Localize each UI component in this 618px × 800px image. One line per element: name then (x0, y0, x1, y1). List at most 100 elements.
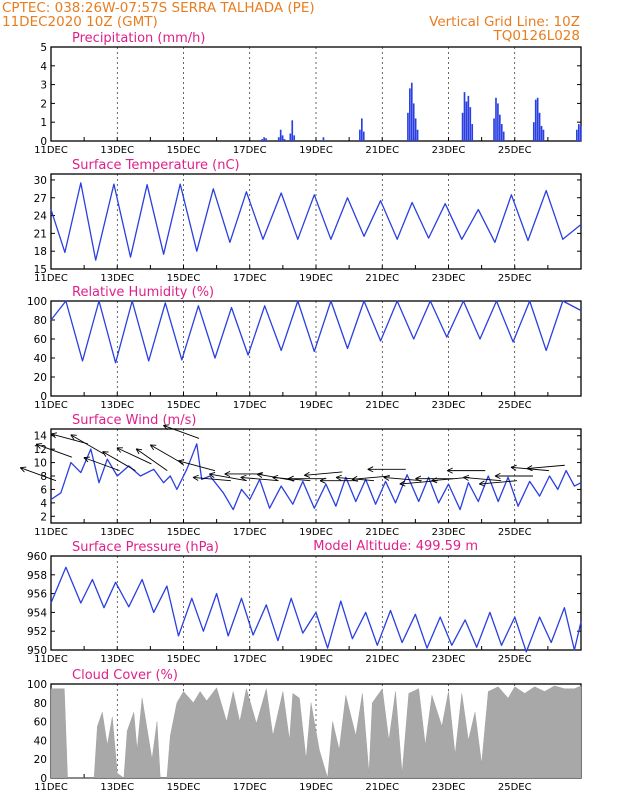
wind-arrow (463, 476, 502, 482)
precip-bar (463, 92, 466, 141)
cloud-area (50, 685, 582, 779)
wind-arrow-head (272, 474, 279, 481)
precip-bar (410, 82, 413, 141)
rh-xtick-label: 19DEC (299, 400, 333, 411)
cloud-xtick-label: 13DEC (100, 782, 134, 793)
wind-ytick-label: 2 (40, 511, 47, 523)
wind-arrow-head (177, 459, 185, 466)
precip-bar (277, 137, 280, 141)
precip-ytick-label: 0 (40, 136, 47, 148)
cloud-title: Cloud Cover (%) (72, 668, 178, 683)
wind-arrow-head (288, 475, 294, 482)
pressure-xtick-label: 25DEC (498, 654, 532, 665)
wind-arrow-head (19, 466, 27, 473)
wind-arrow-head (70, 434, 77, 441)
precip-xtick-label: 21DEC (365, 145, 399, 156)
precip-bar (495, 97, 497, 141)
precip-xtick-label: 23DEC (432, 145, 466, 156)
wind-arrow-head (399, 480, 406, 487)
precip-bar (532, 122, 535, 141)
precip-ytick-label: 5 (40, 42, 47, 54)
precip-bar (536, 97, 539, 141)
wind-arrow-head (192, 474, 199, 481)
wind-arrow (102, 451, 136, 472)
precip-bar (283, 139, 286, 141)
wind-arrow (399, 480, 438, 485)
wind-arrow (240, 476, 279, 482)
precip-bar (360, 118, 363, 141)
pressure-xtick-label: 13DEC (100, 654, 134, 665)
temp-xtick-label: 19DEC (299, 273, 333, 284)
wind-xtick-label: 19DEC (299, 527, 333, 538)
wind-arrow-head (135, 448, 143, 455)
wind-arrow-head (367, 466, 374, 473)
wind-arrow-head (526, 465, 533, 472)
precip-bar (291, 120, 294, 141)
wind-xtick-label: 11DEC (34, 527, 68, 538)
rh-ytick-label: 60 (34, 334, 47, 346)
cloud-xtick-label: 17DEC (233, 782, 267, 793)
rh-ytick-label: 20 (34, 372, 47, 384)
precip-bar (540, 125, 543, 141)
precip-bar (416, 129, 419, 141)
pressure-xtick-label: 11DEC (34, 654, 68, 665)
wind-arrow (192, 476, 231, 482)
pressure-series-line (50, 566, 582, 653)
wind-arrow-head (209, 472, 216, 478)
wind-title: Surface Wind (m/s) (72, 413, 196, 428)
temp-ytick-label: 24 (34, 211, 48, 223)
temp-xtick-label: 23DEC (432, 273, 466, 284)
temp-ytick-label: 18 (34, 246, 47, 258)
precip-bar (265, 138, 267, 141)
precip-bar (409, 88, 411, 141)
pressure-ytick-label: 958 (27, 570, 47, 582)
wind-xtick-label: 23DEC (432, 527, 466, 538)
wind-xtick-label: 21DEC (365, 527, 399, 538)
wind-arrow-head (478, 480, 485, 487)
temp-ytick-label: 30 (34, 175, 47, 187)
wind-ytick-label: 10 (34, 458, 47, 470)
rh-xtick-label: 11DEC (34, 400, 68, 411)
pressure-ytick-label: 960 (27, 551, 47, 563)
cloud-xtick-label: 11DEC (34, 782, 68, 793)
wind-arrow-head (463, 474, 470, 481)
pressure-xtick-label: 23DEC (432, 654, 466, 665)
wind-xtick-label: 17DEC (233, 527, 267, 538)
wind-arrow-head (256, 472, 263, 478)
temp-ytick-label: 27 (34, 193, 47, 205)
cloud-ytick-label: 20 (34, 754, 47, 766)
wind-arrow-head (494, 472, 501, 480)
pressure-xtick-label: 21DEC (365, 654, 399, 665)
rh-xtick-label: 21DEC (365, 400, 399, 411)
precip-bar (576, 129, 578, 141)
wind-arrow-head (415, 475, 422, 482)
wind-arrow (135, 448, 168, 471)
pressure-ytick-label: 950 (27, 645, 47, 657)
wind-arrow-head (510, 464, 517, 471)
cloud-xtick-label: 25DEC (498, 782, 532, 793)
rh-ytick-label: 40 (34, 353, 47, 365)
precip-bar (412, 103, 415, 141)
wind-xtick-label: 15DEC (167, 527, 201, 538)
precip-bar (469, 107, 472, 141)
rh-xtick-label: 15DEC (167, 400, 201, 411)
wind-ytick-label: 14 (34, 431, 48, 443)
precip-ytick-label: 4 (40, 61, 47, 73)
wind-arrow-head (335, 474, 342, 481)
header-station: CPTEC: 038:26W-07:57S SERRA TALHADA (PE) (2, 0, 315, 16)
wind-arrow (116, 447, 152, 465)
header-date: 11DEC2020 10Z (GMT) (2, 14, 158, 30)
wind-arrow (83, 457, 120, 472)
temp-xtick-label: 13DEC (100, 273, 134, 284)
precip-bar (279, 129, 282, 141)
header-model-id: TQ0126L028 (492, 28, 580, 44)
wind-arrow-head (149, 444, 157, 451)
wind-arrow (20, 467, 57, 482)
precip-ytick-label: 2 (40, 98, 47, 110)
cloud-ytick-label: 0 (40, 773, 47, 785)
precip-bar (538, 112, 541, 141)
wind-xtick-label: 13DEC (100, 527, 134, 538)
rh-xtick-label: 23DEC (432, 400, 466, 411)
cloud-xtick-label: 19DEC (299, 782, 333, 793)
